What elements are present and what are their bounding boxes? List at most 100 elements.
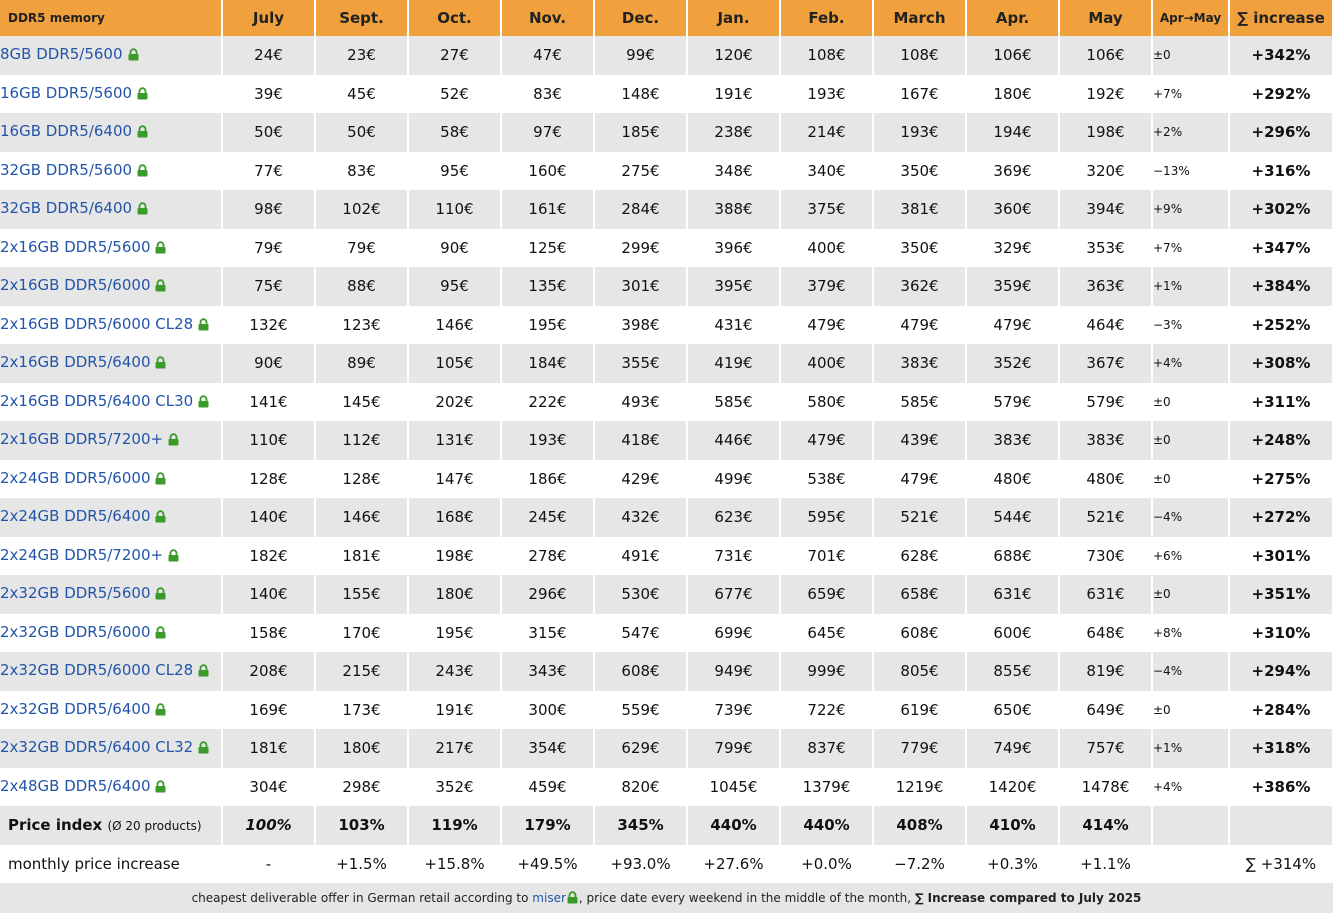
price-cell: 608€ [594,652,688,691]
price-cell: 629€ [594,729,688,768]
price-cell: 677€ [687,575,781,614]
price-table: DDR5 memory July Sept. Oct. Nov. Dec. Ja… [0,0,1333,883]
price-cell: 367€ [1059,344,1153,383]
price-cell: 359€ [966,267,1060,306]
lock-icon [136,163,149,181]
total-increase: +294% [1229,652,1333,691]
apr-may-change: ±0 [1152,690,1230,729]
lock-icon [197,394,210,412]
product-link[interactable]: 2x32GB DDR5/6000 CL28 [0,661,194,680]
price-cell: 131€ [408,421,502,460]
product-link[interactable]: 32GB DDR5/5600 [0,160,133,179]
price-cell: 383€ [1059,421,1153,460]
price-cell: 559€ [594,690,688,729]
product-link[interactable]: 2x16GB DDR5/5600 [0,237,151,256]
total-increase: +351% [1229,575,1333,614]
price-cell: 699€ [687,613,781,652]
apr-may-change: ±0 [1152,36,1230,75]
price-cell: 395€ [687,267,781,306]
table-row: 2x32GB DDR5/6000 158€ 170€ 195€ 315€ 547€ 699€… [0,613,1333,652]
table-row: 2x16GB DDR5/6000 75€ 88€ 95€ 135€ 301€ 395€ 379… [0,267,1333,306]
product-link[interactable]: 2x32GB DDR5/6400 CL32 [0,738,194,757]
apr-may-change: +9% [1152,190,1230,229]
price-cell: 106€ [966,36,1060,75]
product-link[interactable]: 2x16GB DDR5/6000 CL28 [0,314,194,333]
price-cell: 730€ [1059,536,1153,575]
price-cell: 184€ [501,344,595,383]
table-row: 2x32GB DDR5/5600 140€ 155€ 180€ 296€ 530€ 677€… [0,575,1333,614]
price-index-value: 440% [687,806,781,845]
product-cell: 2x32GB DDR5/6000 [0,613,223,652]
price-cell: 140€ [222,575,316,614]
price-cell: 99€ [594,36,688,75]
price-cell: 544€ [966,498,1060,537]
price-cell: 369€ [966,151,1060,190]
product-link[interactable]: 16GB DDR5/5600 [0,83,133,102]
header-month: Oct. [408,0,502,36]
price-cell: 805€ [873,652,967,691]
price-cell: 352€ [408,767,502,806]
price-cell: 388€ [687,190,781,229]
price-cell: 363€ [1059,267,1153,306]
product-link[interactable]: 2x16GB DDR5/6400 [0,353,151,372]
price-cell: 58€ [408,113,502,152]
price-cell: 89€ [315,344,409,383]
price-cell: 595€ [780,498,874,537]
total-increase: +296% [1229,113,1333,152]
product-link[interactable]: 2x24GB DDR5/7200+ [0,545,164,564]
header-increase: ∑ increase [1229,0,1333,36]
price-cell: 98€ [222,190,316,229]
product-link[interactable]: 2x48GB DDR5/6400 [0,776,151,795]
product-link[interactable]: 2x16GB DDR5/6000 [0,276,151,295]
price-cell: 645€ [780,613,874,652]
price-cell: 623€ [687,498,781,537]
lock-icon [197,663,210,681]
price-cell: 123€ [315,305,409,344]
product-link[interactable]: 2x32GB DDR5/6000 [0,622,151,641]
price-cell: 439€ [873,421,967,460]
price-cell: 128€ [315,459,409,498]
header-row: DDR5 memory July Sept. Oct. Nov. Dec. Ja… [0,0,1333,36]
price-cell: 301€ [594,267,688,306]
monthly-increase-value: +49.5% [501,844,595,883]
product-link[interactable]: 2x16GB DDR5/7200+ [0,430,164,449]
price-cell: 1219€ [873,767,967,806]
price-cell: 479€ [873,305,967,344]
miser-link[interactable]: miser [532,891,566,905]
price-cell: 120€ [687,36,781,75]
product-link[interactable]: 2x32GB DDR5/6400 [0,699,151,718]
total-increase: +316% [1229,151,1333,190]
product-cell: 2x32GB DDR5/5600 [0,575,223,614]
product-link[interactable]: 2x16GB DDR5/6400 CL30 [0,391,194,410]
price-cell: 400€ [780,228,874,267]
price-index-value: 408% [873,806,967,845]
product-link[interactable]: 8GB DDR5/5600 [0,45,123,64]
price-cell: 701€ [780,536,874,575]
price-cell: 688€ [966,536,1060,575]
price-cell: 182€ [222,536,316,575]
header-month: Jan. [687,0,781,36]
price-index-row: Price index (Ø 20 products) 100% 103% 119% 1… [0,806,1333,845]
price-cell: 547€ [594,613,688,652]
product-link[interactable]: 2x24GB DDR5/6400 [0,507,151,526]
price-cell: 180€ [315,729,409,768]
price-cell: 128€ [222,459,316,498]
header-apr-may: Apr→May [1152,0,1230,36]
product-link[interactable]: 16GB DDR5/6400 [0,122,133,141]
product-link[interactable]: 32GB DDR5/6400 [0,199,133,218]
price-cell: 95€ [408,267,502,306]
apr-may-change: +1% [1152,729,1230,768]
table-row: 2x16GB DDR5/7200+ 110€ 112€ 131€ 193€ 418€ 446… [0,421,1333,460]
lock-icon [154,625,167,643]
price-cell: 194€ [966,113,1060,152]
price-cell: 106€ [1059,36,1153,75]
price-cell: 102€ [315,190,409,229]
price-cell: 479€ [780,421,874,460]
lock-icon [154,355,167,373]
product-link[interactable]: 2x24GB DDR5/6000 [0,468,151,487]
price-cell: 214€ [780,113,874,152]
product-link[interactable]: 2x32GB DDR5/5600 [0,584,151,603]
price-cell: 354€ [501,729,595,768]
price-cell: 658€ [873,575,967,614]
price-cell: 195€ [408,613,502,652]
